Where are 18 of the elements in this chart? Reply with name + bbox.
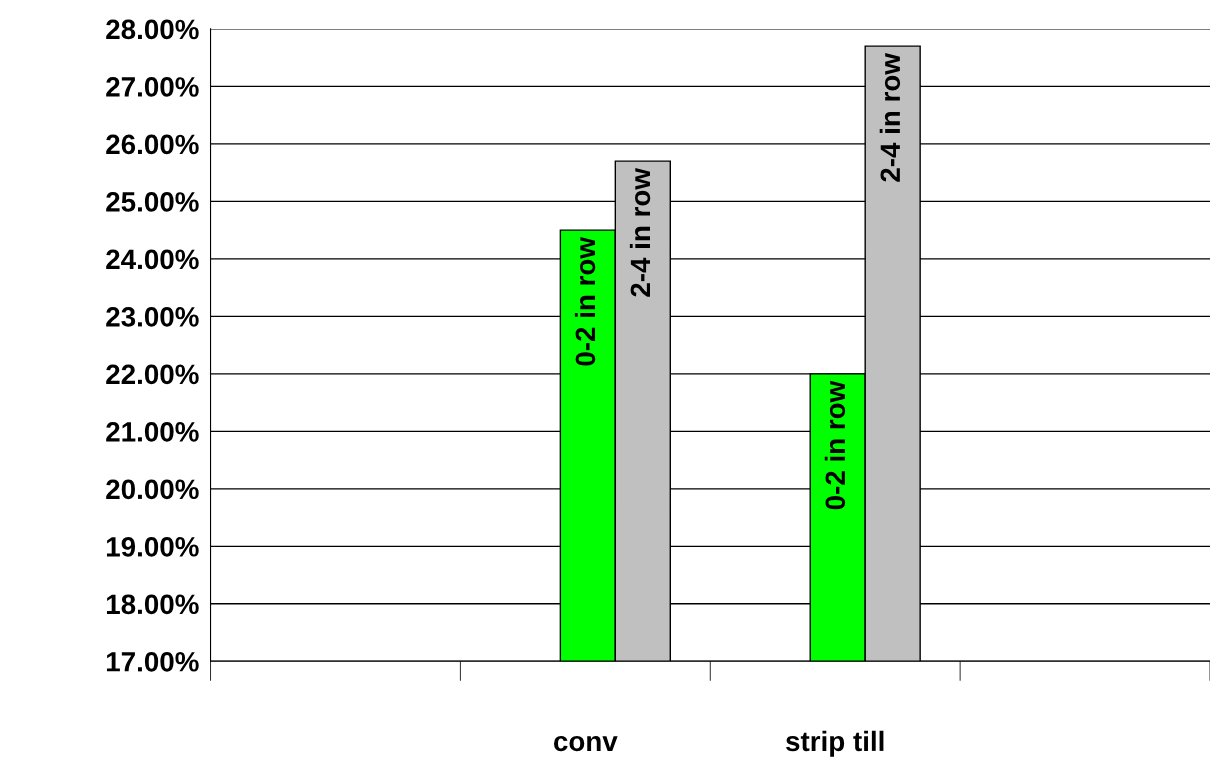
y-tick-label: 18.00% [106, 594, 199, 615]
y-tick-label: 22.00% [106, 364, 199, 385]
y-tick-label: 19.00% [106, 537, 199, 557]
x-tick-label: strip till [786, 730, 884, 757]
series-label: 0-2 in row [824, 380, 846, 510]
y-tick-label: 23.00% [106, 307, 199, 327]
text: 0-2 in row [574, 236, 596, 366]
y-tick-label: 28.00% [106, 19, 199, 40]
y-tick-label: 27.00% [106, 77, 199, 97]
text: 2-4 in row [879, 53, 901, 182]
y-tick-label: 21.00% [106, 422, 199, 442]
y-tick-label: 17.00% [106, 651, 199, 672]
y-tick-label: 25.00% [106, 192, 199, 212]
y-tick-label: 20.00% [106, 479, 199, 500]
y-tick-label: 24.00% [106, 249, 199, 270]
series-label: 2-4 in row [629, 167, 651, 297]
y-tick-label: 26.00% [106, 134, 199, 155]
x-tick-label: conv [554, 735, 618, 752]
